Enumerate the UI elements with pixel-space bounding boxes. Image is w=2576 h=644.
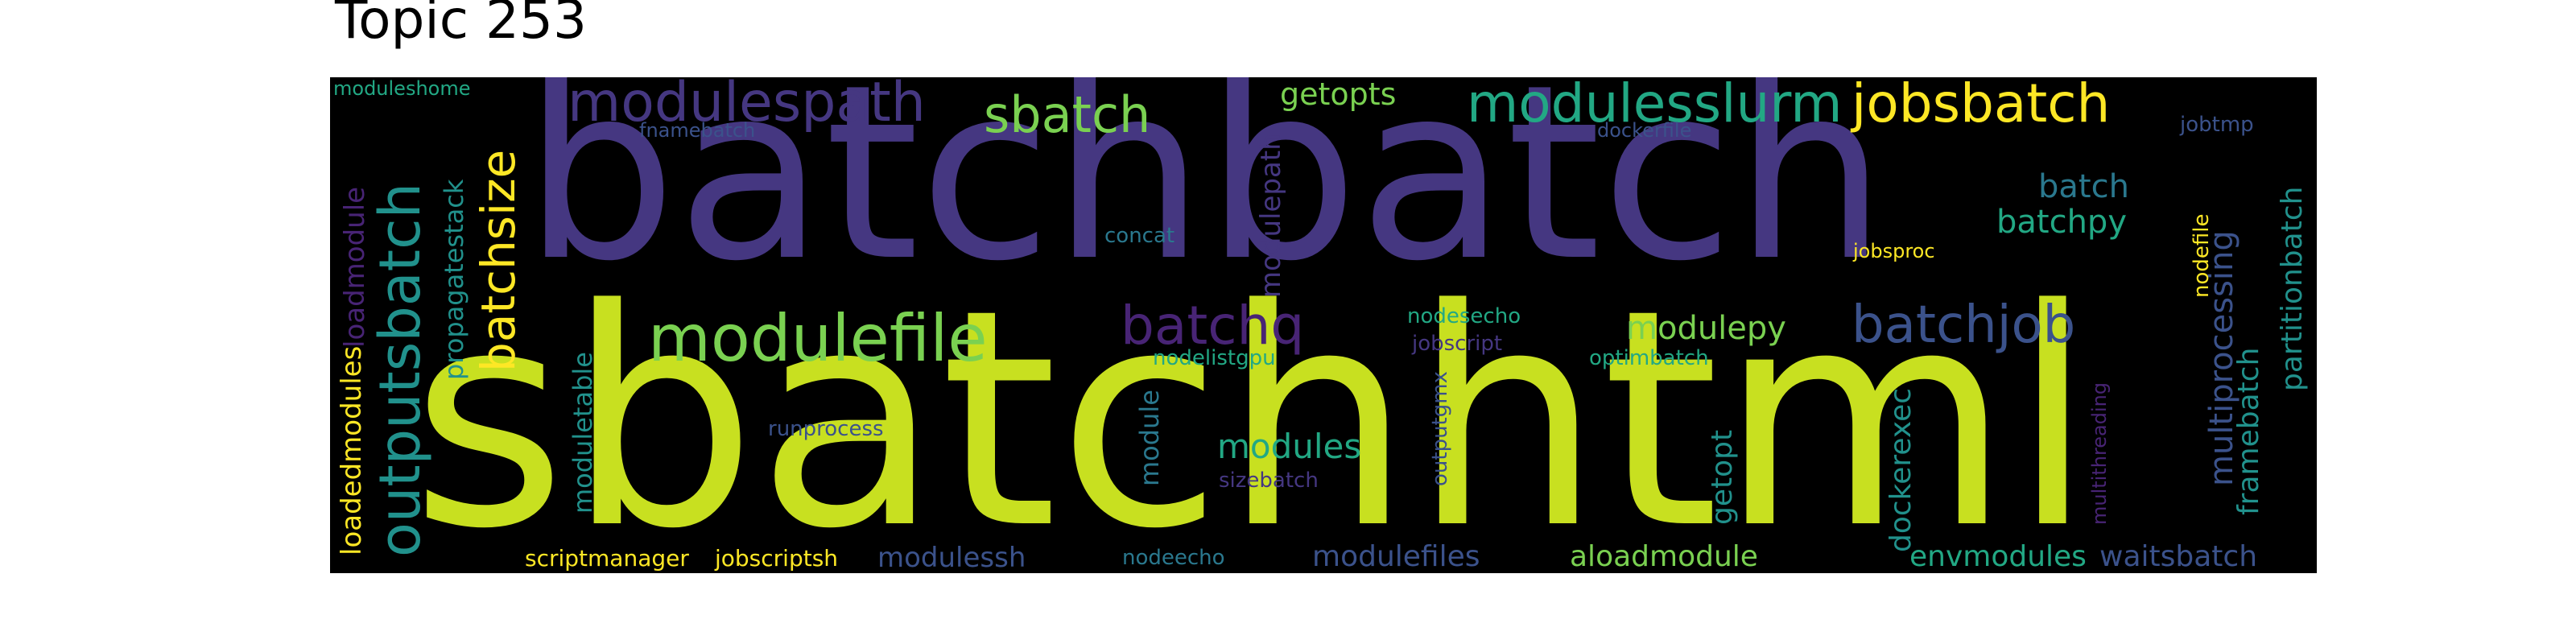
word: fnamebatch — [639, 119, 756, 142]
word: aloadmodule — [1570, 540, 1758, 573]
word: envmodules — [1909, 540, 2087, 573]
word: propagatestack — [439, 179, 469, 380]
word: batchbatch — [523, 77, 1887, 314]
word: modulesslurm — [1467, 77, 1843, 134]
word: partitionbatch — [2276, 186, 2309, 391]
word: loadmodule — [339, 186, 371, 348]
word: waitsbatch — [2099, 540, 2258, 573]
word: sizebatch — [1219, 469, 1319, 493]
word: runprocess — [768, 417, 884, 441]
word: moduletable — [568, 352, 598, 514]
word: outputsbatch — [367, 183, 433, 557]
word: batchq — [1121, 295, 1305, 357]
word: framebatch — [2232, 347, 2265, 515]
word: modulepath — [1255, 133, 1287, 298]
word: nodeecho — [1122, 546, 1225, 570]
word: modulefiles — [1312, 540, 1480, 573]
word: concat — [1104, 224, 1175, 248]
word: getopt — [1706, 429, 1739, 525]
word: modules — [1217, 427, 1362, 466]
word: multithreading — [2088, 382, 2111, 525]
word: outputgmx — [1428, 371, 1452, 486]
word: modulefile — [648, 301, 988, 376]
word: modulepy — [1626, 310, 1786, 347]
word: batchjob — [1852, 295, 2076, 355]
word: loadedmodules — [336, 345, 368, 555]
figure-title: Topic 253 — [335, 0, 587, 51]
word-cloud: batchbatch sbatchhtml modulefile modules… — [330, 77, 2317, 573]
word: jobscript — [1412, 332, 1503, 356]
word: nodefile — [2190, 213, 2214, 298]
word: nodesecho — [1407, 304, 1521, 328]
word: modulessh — [877, 542, 1026, 573]
word: batch — [2038, 168, 2129, 205]
word: nodelistgpu — [1153, 346, 1276, 370]
word: jobsproc — [1853, 240, 1935, 262]
word: optimbatch — [1589, 346, 1709, 370]
word: dockerexec — [1885, 387, 1918, 552]
word: sbatchhtml — [411, 246, 2095, 573]
word: batchpy — [1996, 204, 2127, 241]
word: modulespath — [568, 77, 926, 134]
word: dockerfile — [1597, 119, 1692, 142]
word: jobtmp — [2180, 113, 2254, 137]
word: getopts — [1280, 77, 1397, 112]
word: batchsize — [471, 149, 526, 372]
word: module — [1134, 390, 1165, 486]
word: jobsbatch — [1852, 77, 2111, 134]
word: jobscriptsh — [715, 545, 839, 572]
word: sbatch — [984, 85, 1151, 144]
word: moduleshome — [333, 77, 471, 100]
word: scriptmanager — [525, 545, 689, 572]
